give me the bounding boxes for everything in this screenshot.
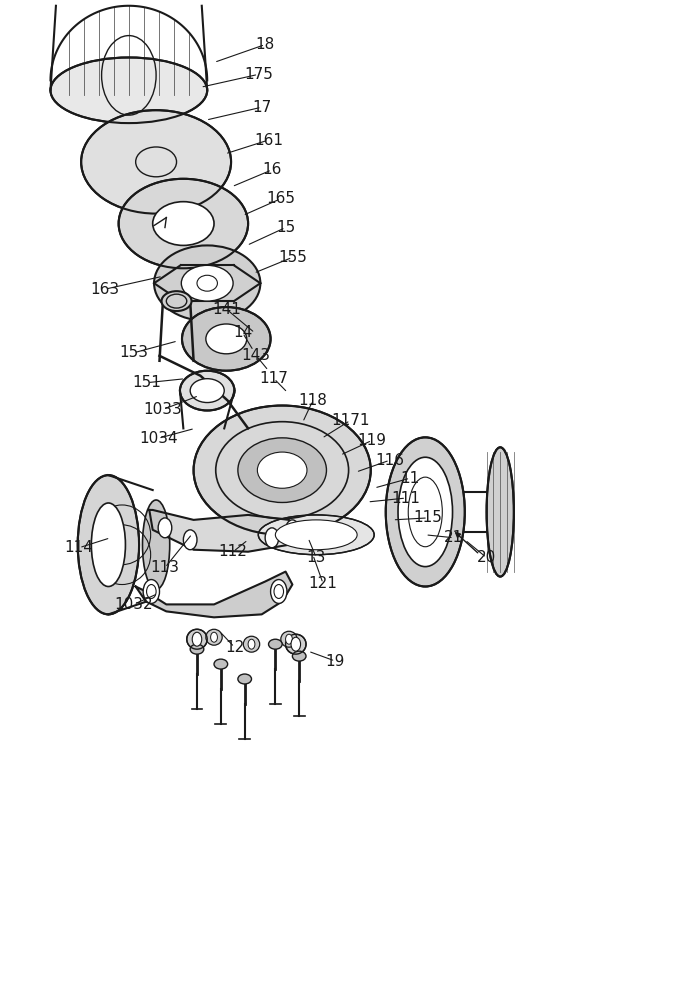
Text: 14: 14 — [233, 325, 252, 340]
Text: 165: 165 — [267, 191, 295, 206]
Ellipse shape — [258, 515, 374, 555]
Text: 19: 19 — [326, 654, 345, 669]
Ellipse shape — [78, 475, 139, 614]
Text: 141: 141 — [212, 302, 240, 317]
Ellipse shape — [243, 636, 260, 652]
Ellipse shape — [286, 634, 306, 654]
Text: 161: 161 — [254, 133, 283, 148]
Circle shape — [192, 632, 202, 646]
Text: 143: 143 — [242, 348, 271, 363]
Circle shape — [248, 639, 255, 649]
Ellipse shape — [238, 674, 251, 684]
Text: 17: 17 — [252, 100, 271, 115]
Circle shape — [271, 580, 287, 603]
Ellipse shape — [190, 379, 224, 403]
Ellipse shape — [154, 245, 260, 321]
Ellipse shape — [180, 371, 234, 410]
Text: 114: 114 — [65, 540, 93, 555]
Text: 1032: 1032 — [114, 597, 153, 612]
Text: 111: 111 — [392, 491, 420, 506]
Ellipse shape — [275, 520, 357, 550]
Circle shape — [211, 632, 217, 642]
Text: 15: 15 — [276, 220, 295, 235]
Ellipse shape — [269, 639, 282, 649]
Text: 163: 163 — [91, 282, 120, 297]
Text: 1033: 1033 — [144, 402, 182, 417]
Ellipse shape — [258, 452, 307, 488]
Text: 116: 116 — [375, 453, 405, 468]
Text: 117: 117 — [260, 371, 289, 386]
Circle shape — [265, 528, 279, 548]
Ellipse shape — [50, 57, 207, 123]
Ellipse shape — [142, 500, 170, 589]
Text: 153: 153 — [119, 345, 148, 360]
Ellipse shape — [182, 307, 271, 371]
Text: 121: 121 — [308, 576, 337, 591]
Text: 119: 119 — [358, 433, 387, 448]
Ellipse shape — [91, 503, 126, 587]
Text: 112: 112 — [218, 544, 247, 559]
Text: 18: 18 — [256, 37, 275, 52]
Ellipse shape — [486, 447, 514, 577]
Text: 113: 113 — [150, 560, 179, 575]
Ellipse shape — [206, 324, 247, 354]
Text: 118: 118 — [298, 393, 327, 408]
Text: 1034: 1034 — [139, 431, 177, 446]
Text: 1171: 1171 — [331, 413, 370, 428]
Ellipse shape — [194, 406, 371, 535]
Ellipse shape — [81, 110, 231, 214]
Text: 151: 151 — [133, 375, 161, 390]
Ellipse shape — [281, 631, 297, 647]
Circle shape — [286, 520, 300, 540]
Text: 12: 12 — [225, 640, 244, 655]
Text: 11: 11 — [401, 471, 420, 486]
Ellipse shape — [385, 437, 465, 587]
Ellipse shape — [398, 457, 453, 567]
Circle shape — [286, 634, 293, 644]
Ellipse shape — [238, 438, 326, 502]
Ellipse shape — [161, 291, 192, 311]
Circle shape — [291, 637, 301, 651]
Text: 155: 155 — [278, 250, 307, 265]
Ellipse shape — [153, 202, 214, 245]
Ellipse shape — [214, 659, 227, 669]
Ellipse shape — [119, 179, 248, 268]
Text: 175: 175 — [244, 67, 273, 82]
Ellipse shape — [187, 629, 207, 649]
Ellipse shape — [293, 651, 306, 661]
Text: 16: 16 — [262, 162, 282, 177]
Ellipse shape — [206, 629, 222, 645]
Polygon shape — [149, 510, 302, 552]
Text: 21: 21 — [444, 530, 464, 545]
Text: 115: 115 — [414, 510, 442, 525]
Circle shape — [158, 518, 172, 538]
Circle shape — [143, 580, 159, 603]
Ellipse shape — [181, 265, 233, 301]
Circle shape — [183, 530, 197, 550]
Polygon shape — [135, 572, 293, 617]
Ellipse shape — [190, 644, 204, 654]
Text: 13: 13 — [306, 550, 326, 565]
Text: 20: 20 — [477, 550, 496, 565]
